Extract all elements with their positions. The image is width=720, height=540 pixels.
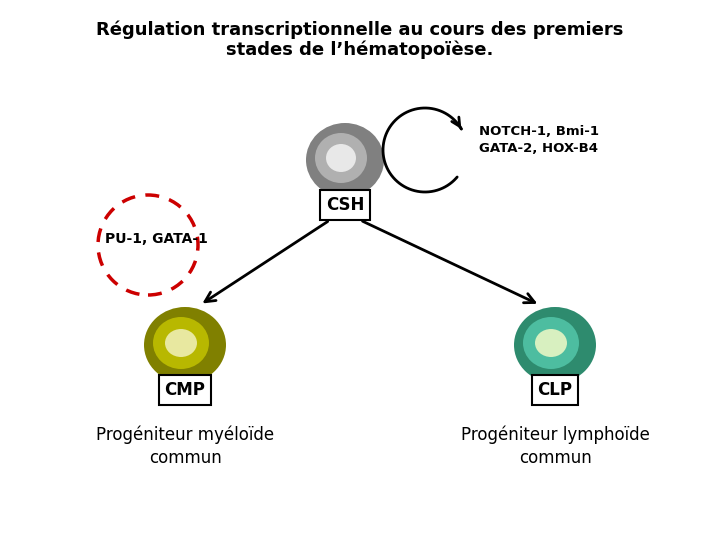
Ellipse shape xyxy=(514,307,596,383)
Ellipse shape xyxy=(153,317,209,369)
Text: PU-1, GATA-1: PU-1, GATA-1 xyxy=(104,232,207,246)
Text: Progéniteur lymphoïde: Progéniteur lymphoïde xyxy=(461,426,649,444)
Ellipse shape xyxy=(535,329,567,357)
Ellipse shape xyxy=(306,123,384,197)
Text: commun: commun xyxy=(148,449,221,467)
Ellipse shape xyxy=(326,144,356,172)
Text: Régulation transcriptionnelle au cours des premiers: Régulation transcriptionnelle au cours d… xyxy=(96,21,624,39)
Text: commun: commun xyxy=(518,449,591,467)
Text: CLP: CLP xyxy=(538,381,572,399)
Ellipse shape xyxy=(165,329,197,357)
Ellipse shape xyxy=(523,317,579,369)
Text: Progéniteur myéloïde: Progéniteur myéloïde xyxy=(96,426,274,444)
Ellipse shape xyxy=(144,307,226,383)
Text: NOTCH-1, Bmi-1
GATA-2, HOX-B4: NOTCH-1, Bmi-1 GATA-2, HOX-B4 xyxy=(479,125,599,155)
Text: CMP: CMP xyxy=(165,381,205,399)
Ellipse shape xyxy=(315,133,367,183)
Text: stades de l’hématopoïèse.: stades de l’hématopoïèse. xyxy=(226,40,494,59)
Text: CSH: CSH xyxy=(326,196,364,214)
